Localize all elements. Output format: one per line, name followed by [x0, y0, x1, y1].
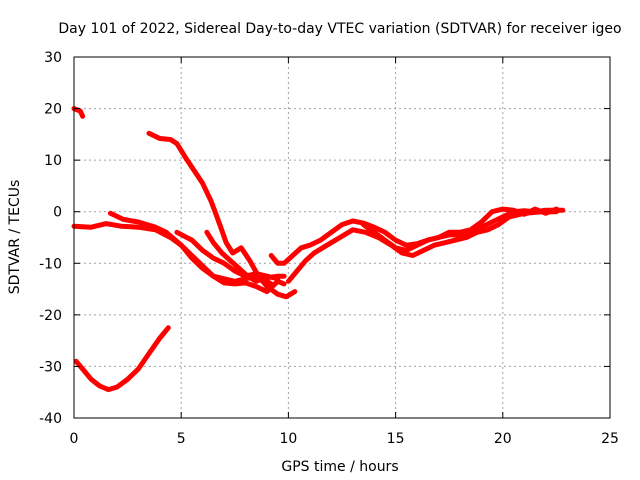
- x-tick-label-4: 20: [494, 431, 512, 447]
- x-tick-label-1: 5: [177, 431, 186, 447]
- series-s8: [268, 207, 566, 266]
- x-tick-label-3: 15: [387, 431, 405, 447]
- y-tick-label-7: 30: [44, 50, 62, 66]
- y-axis-label: SDTVAR / TECUs: [7, 180, 23, 295]
- series-s6: [174, 229, 281, 282]
- series-s2: [73, 325, 171, 393]
- y-tick-label-4: 0: [53, 205, 62, 221]
- x-tick-label-5: 25: [601, 431, 619, 447]
- plot-frame: [73, 56, 611, 419]
- x-tick-label-0: 0: [70, 431, 79, 447]
- series-s5: [146, 130, 298, 300]
- y-tick-label-5: 10: [44, 153, 62, 169]
- series-group: [71, 106, 566, 393]
- y-tick-label-0: -40: [39, 411, 62, 427]
- axes: 0 5 10 15 20 25 -40 -30 -20 -10 0 10 20 30: [39, 50, 619, 447]
- chart-title: Day 101 of 2022, Sidereal Day-to-day VTE…: [58, 21, 621, 37]
- series-s1: [71, 106, 86, 119]
- y-tick-label-2: -20: [39, 308, 62, 324]
- y-tick-label-6: 20: [44, 102, 62, 118]
- x-axis-label: GPS time / hours: [281, 459, 398, 475]
- y-tick-label-1: -30: [39, 359, 62, 375]
- series-s10: [360, 206, 559, 253]
- series-s9: [285, 209, 559, 284]
- y-tick-label-3: -10: [39, 256, 62, 272]
- x-tick-label-2: 10: [279, 431, 297, 447]
- series-s7: [204, 229, 274, 287]
